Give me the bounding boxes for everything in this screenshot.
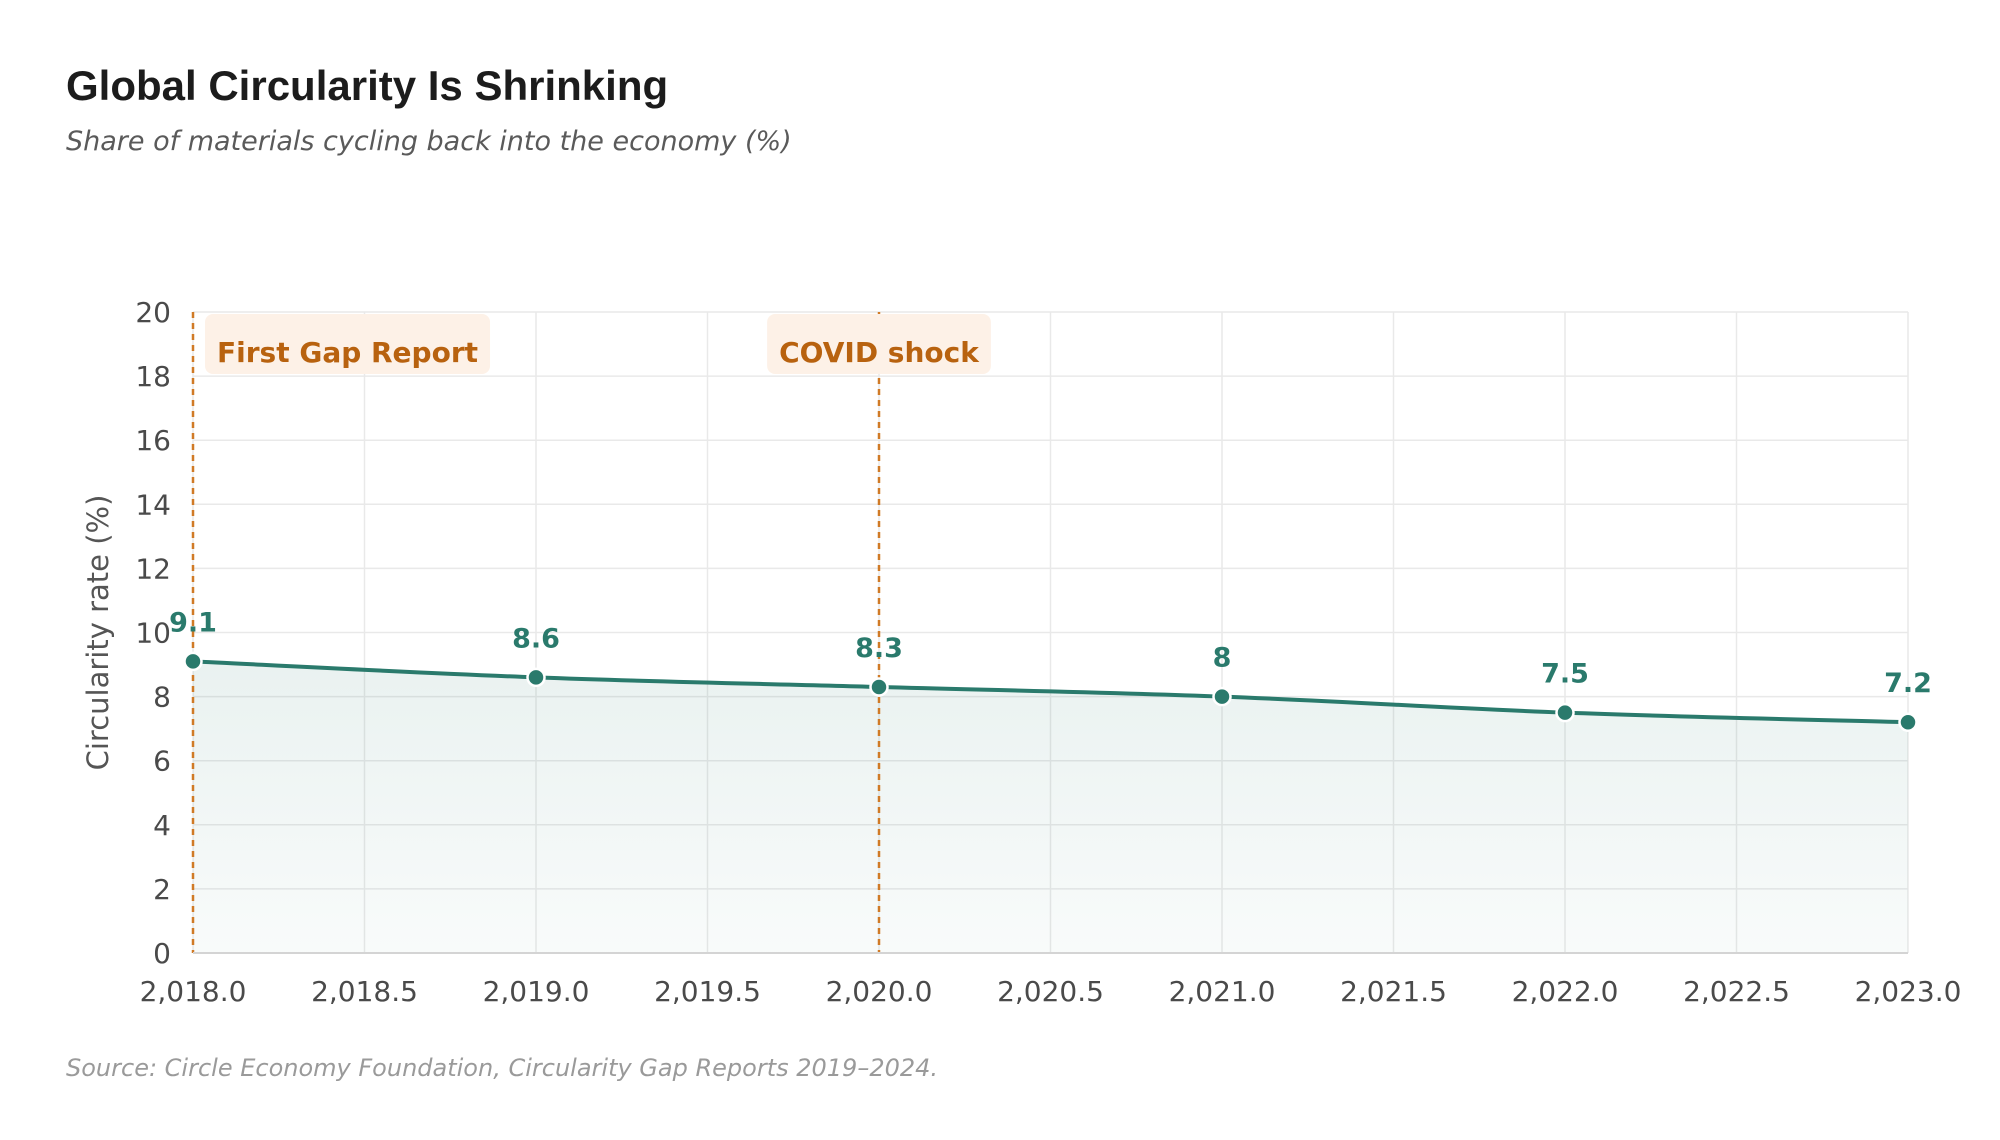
y-tick-label: 4 bbox=[153, 809, 171, 842]
chart-title: Global Circularity Is Shrinking bbox=[66, 62, 669, 109]
data-point bbox=[1212, 686, 1232, 707]
axes: 0 2 4 6 8 10 12 14 16 18 20 2,018.0 2,018.5 2,019.0 2,… bbox=[81, 296, 1961, 1008]
x-tick-label: 2,022.5 bbox=[1683, 975, 1790, 1008]
data-label: 8.3 bbox=[855, 633, 903, 664]
data-label: 7.5 bbox=[1541, 659, 1589, 690]
x-tick-label: 2,023.0 bbox=[1855, 975, 1962, 1008]
annotation-label: First Gap Report bbox=[205, 314, 491, 374]
x-tick-label: 2,019.5 bbox=[654, 975, 761, 1008]
x-tick-label: 2,018.5 bbox=[311, 975, 418, 1008]
series-area bbox=[193, 661, 1908, 953]
x-tick-label: 2,020.5 bbox=[997, 975, 1104, 1008]
annotation-lines bbox=[191, 312, 881, 953]
chart-subtitle: Share of materials cycling back into the… bbox=[66, 126, 792, 157]
area-layer bbox=[193, 661, 1908, 953]
x-tick-label: 2,022.0 bbox=[1512, 975, 1619, 1008]
data-point bbox=[526, 667, 546, 688]
annotation-labels: First Gap Report COVID shock bbox=[205, 314, 991, 374]
x-tick-label: 2,019.0 bbox=[483, 975, 590, 1008]
data-label: 8.6 bbox=[512, 623, 560, 654]
data-point bbox=[1898, 712, 1918, 732]
x-tick-label: 2,021.5 bbox=[1340, 975, 1447, 1008]
y-tick-label: 14 bbox=[135, 488, 171, 521]
y-tick-label: 18 bbox=[135, 360, 171, 393]
data-label: 9.1 bbox=[169, 607, 217, 638]
data-point bbox=[183, 651, 203, 672]
y-tick-label: 6 bbox=[153, 745, 171, 778]
x-tick-label: 2,021.0 bbox=[1169, 975, 1276, 1008]
x-tick-label: 2,018.0 bbox=[140, 975, 247, 1008]
source-note: Source: Circle Economy Foundation, Circu… bbox=[66, 1054, 939, 1082]
y-tick-label: 2 bbox=[153, 873, 171, 906]
y-tick-label: 20 bbox=[135, 296, 171, 329]
data-points bbox=[183, 651, 1918, 732]
y-axis-title: Circularity rate (%) bbox=[81, 495, 115, 771]
y-tick-label: 12 bbox=[135, 552, 171, 585]
annotation-label: COVID shock bbox=[767, 314, 991, 374]
y-tick-label: 8 bbox=[153, 681, 171, 714]
y-tick-label: 0 bbox=[153, 937, 171, 970]
data-point bbox=[1555, 702, 1575, 723]
annotation-box bbox=[767, 314, 991, 374]
data-label: 7.2 bbox=[1884, 668, 1932, 699]
annotation-box bbox=[205, 314, 491, 374]
data-point bbox=[869, 677, 889, 697]
y-tick-label: 10 bbox=[135, 617, 171, 650]
y-tick-label: 16 bbox=[135, 424, 171, 457]
annotation-text: First Gap Report bbox=[217, 336, 478, 369]
series-line bbox=[191, 659, 1910, 725]
data-labels: 9.1 8.6 8.3 8 7.5 7.2 bbox=[169, 607, 1932, 699]
data-label: 8 bbox=[1213, 643, 1232, 674]
x-tick-label: 2,020.0 bbox=[826, 975, 933, 1008]
annotation-text: COVID shock bbox=[779, 336, 980, 369]
series-line-layer bbox=[191, 659, 1910, 725]
